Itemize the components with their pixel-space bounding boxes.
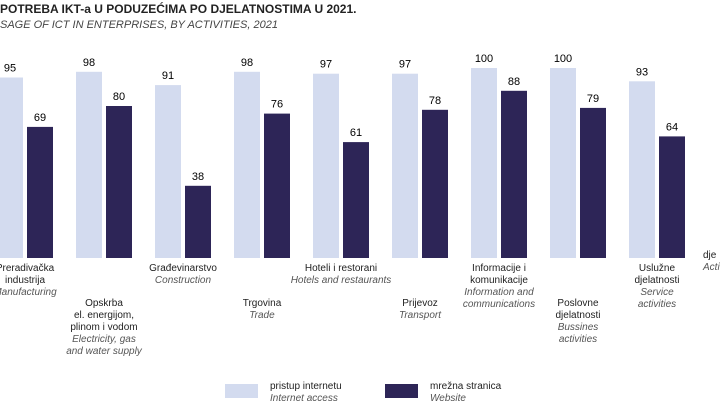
category-label: Informacije i komunikacije bbox=[470, 263, 528, 286]
category-label-en: Trade bbox=[249, 310, 275, 321]
value-label: 97 bbox=[320, 59, 332, 71]
bar bbox=[471, 68, 497, 258]
category-label: Trgovina bbox=[242, 298, 282, 309]
legend-swatch bbox=[225, 384, 258, 398]
value-label: 100 bbox=[554, 53, 572, 65]
category-label: Prijevoz bbox=[402, 298, 438, 309]
value-label: 38 bbox=[192, 171, 204, 183]
legend-label: mrežna stranica bbox=[430, 381, 502, 392]
legend-swatch bbox=[385, 384, 418, 398]
bar bbox=[343, 142, 369, 258]
bar bbox=[313, 73, 339, 258]
bar bbox=[422, 109, 448, 258]
x-axis-label: dje bbox=[703, 250, 717, 261]
bar bbox=[155, 85, 181, 258]
category-label: Preradivačka industrija bbox=[0, 263, 55, 286]
value-label: 64 bbox=[666, 121, 678, 133]
bar bbox=[264, 113, 290, 258]
value-label: 95 bbox=[4, 63, 16, 75]
bar bbox=[659, 136, 685, 258]
bar bbox=[580, 107, 606, 259]
bar bbox=[185, 185, 211, 258]
bar bbox=[392, 73, 418, 258]
bar bbox=[234, 71, 260, 258]
value-label: 93 bbox=[636, 66, 648, 78]
bar bbox=[0, 77, 23, 258]
category-label-en: Electricity, gas and water supply bbox=[66, 334, 142, 357]
bar bbox=[629, 81, 655, 258]
chart-title: POTREBA IKT-a U PODUZEĆIMA PO DJELATNOST… bbox=[0, 2, 357, 16]
value-label: 97 bbox=[399, 59, 411, 71]
category-label-en: Bussines activities bbox=[557, 322, 599, 345]
category-label-en: Manufacturing bbox=[0, 287, 57, 298]
value-label: 61 bbox=[350, 127, 362, 139]
value-label: 80 bbox=[113, 91, 125, 103]
value-label: 100 bbox=[475, 53, 493, 65]
category-label: Poslovne djelatnosti bbox=[555, 298, 601, 321]
value-label: 88 bbox=[508, 76, 520, 88]
category-label: Uslužne djelatnosti bbox=[634, 263, 680, 286]
category-label-en: Service activities bbox=[637, 287, 677, 310]
legend-label: pristup internetu bbox=[270, 381, 342, 392]
category-label: Građevinarstvo bbox=[149, 263, 217, 274]
legend-label-en: Internet access bbox=[270, 393, 338, 404]
bar bbox=[106, 106, 132, 258]
x-axis-label-en: Acti bbox=[703, 262, 720, 273]
category-label-en: Hotels and restaurants bbox=[290, 275, 392, 286]
value-label: 76 bbox=[271, 99, 283, 111]
value-label: 78 bbox=[429, 95, 441, 107]
legend-label-en: Website bbox=[430, 393, 466, 404]
category-label: Opskrba el. energijom, plinom i vodom bbox=[70, 298, 138, 333]
value-label: 98 bbox=[83, 57, 95, 69]
value-label: 79 bbox=[587, 93, 599, 105]
category-label-en: Information and communications bbox=[462, 287, 536, 310]
chart-subtitle: SAGE OF ICT IN ENTERPRISES, BY ACTIVITIE… bbox=[0, 19, 278, 31]
category-label: Hoteli i restorani bbox=[304, 263, 378, 274]
bar bbox=[27, 126, 53, 259]
category-label-en: Construction bbox=[154, 275, 212, 286]
bar bbox=[550, 68, 576, 258]
bar bbox=[501, 90, 527, 258]
category-label-en: Transport bbox=[398, 310, 442, 321]
value-label: 98 bbox=[241, 57, 253, 69]
value-label: 91 bbox=[162, 70, 174, 82]
bar bbox=[76, 71, 102, 258]
value-label: 69 bbox=[34, 112, 46, 124]
